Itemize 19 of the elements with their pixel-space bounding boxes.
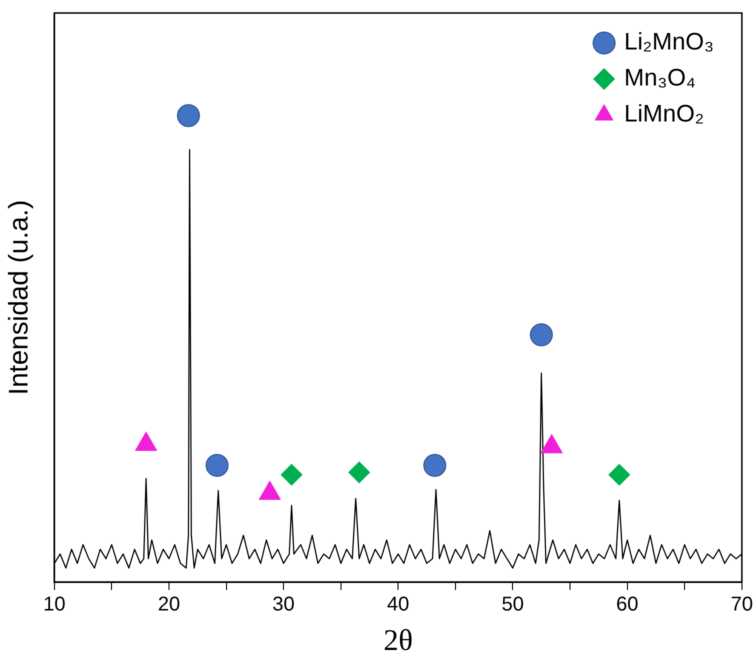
point — [348, 461, 370, 484]
point — [423, 454, 446, 477]
x-tick-label: 60 — [616, 594, 638, 616]
x-tick-label: 20 — [158, 594, 180, 616]
x-tick-label: 30 — [272, 594, 295, 616]
point — [608, 464, 630, 486]
legend-label: Li₂MnO₃ — [624, 28, 714, 56]
point — [280, 464, 303, 486]
point — [176, 104, 200, 128]
x-tick-label: 50 — [502, 594, 524, 616]
legend-label: LiMnO₂ — [624, 100, 704, 128]
x-tick-label: 40 — [387, 594, 410, 616]
y-axis-title: Intensidad (u.a.) — [4, 200, 34, 396]
point — [206, 454, 229, 477]
legend-label: Mn₃O₄ — [624, 64, 696, 92]
x-tick-label: 70 — [730, 594, 753, 616]
x-axis-title: 2θ — [383, 624, 413, 657]
x-tick-label: 10 — [43, 594, 66, 616]
point — [530, 323, 553, 346]
